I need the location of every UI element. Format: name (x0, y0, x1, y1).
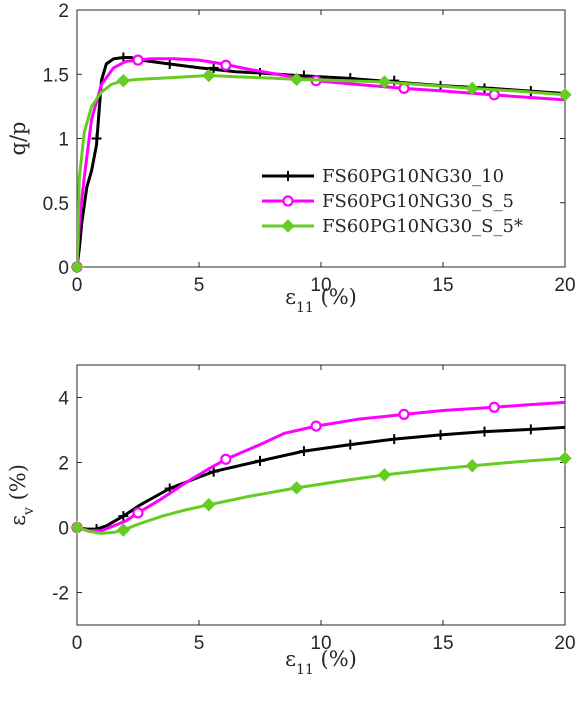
diamond-marker (202, 68, 216, 83)
x-tick-label: 20 (554, 275, 575, 296)
circle-marker (488, 89, 500, 101)
legend-label: FS60PG10NG30_S_5 (322, 191, 514, 212)
plus-marker (283, 171, 293, 181)
x-tick-label: 0 (72, 633, 83, 654)
diamond-marker (202, 498, 216, 512)
diamond-marker (289, 481, 304, 495)
diamond-marker (558, 451, 572, 465)
x-tick-label: 0 (72, 275, 83, 296)
circle-marker (132, 507, 144, 519)
circle-marker (132, 54, 144, 66)
circle-marker (488, 401, 500, 413)
plus-marker (118, 52, 129, 63)
plus-marker (479, 426, 490, 437)
y-tick-label: 0 (58, 519, 69, 540)
y-tick-label: 2 (58, 454, 69, 475)
series-line (77, 74, 565, 267)
series-markers-1 (71, 54, 500, 273)
legend-label: FS60PG10NG30_10 (322, 166, 504, 187)
series-markers-1 (71, 401, 500, 534)
series-line (77, 456, 565, 535)
diamond-marker (70, 260, 84, 274)
diamond-marker (116, 523, 131, 537)
series-line (77, 400, 565, 533)
plus-marker (389, 434, 400, 445)
x-tick-label: 5 (194, 633, 205, 654)
plus-marker (208, 62, 219, 73)
x-axis-label: ε11 (%) (285, 285, 357, 316)
series-2 (77, 74, 565, 267)
series-markers-0 (72, 52, 536, 272)
plus-marker (525, 424, 536, 435)
series-0 (77, 425, 565, 531)
bottom-chart-volumetric-strain: 0 5 10 15 20 -2 0 2 4 ε11 (%) εv (%) (6, 364, 576, 678)
top-chart-q-over-p: 0 5 10 15 20 0 0.5 1 1.5 2 ε11 (%) q/p FS60PG10NG30_… (6, 1, 576, 316)
y-tick-label: 1 (58, 130, 69, 151)
y-tick-label: 2 (58, 1, 69, 22)
series-line (77, 425, 565, 531)
circle-marker (310, 420, 322, 432)
series-1 (77, 57, 565, 267)
y-tick-label: -2 (52, 584, 69, 605)
y-axis-label: εv (%) (6, 464, 37, 526)
diamond-marker (377, 468, 392, 482)
circle-marker (398, 82, 410, 94)
x-tick-label: 20 (554, 633, 575, 654)
plus-marker (345, 439, 356, 450)
plus-marker (164, 58, 175, 69)
series-markers-2 (70, 451, 572, 537)
plus-marker (298, 446, 309, 457)
legend-label: FS60PG10NG30_S_5* (322, 216, 523, 237)
series-1 (77, 400, 565, 533)
diamond-marker (377, 75, 392, 89)
x-tick-label: 15 (432, 633, 453, 654)
plus-marker (118, 511, 129, 522)
y-tick-label: 0.5 (43, 194, 69, 215)
diamond-marker (70, 520, 84, 535)
plus-marker (208, 466, 219, 477)
x-tick-label: 15 (432, 275, 453, 296)
series-markers-2 (70, 68, 572, 274)
circle-marker (282, 195, 294, 207)
y-tick-label: 0 (58, 258, 69, 279)
plus-marker (91, 133, 102, 144)
diamond-marker (116, 73, 131, 88)
plus-marker (255, 455, 265, 466)
series-2 (77, 456, 565, 535)
y-tick-label: 4 (58, 389, 69, 410)
diamond-marker (465, 81, 479, 96)
x-tick-label: 5 (194, 275, 205, 296)
plus-marker (435, 429, 446, 440)
circle-marker (220, 59, 232, 71)
diamond-marker (281, 219, 295, 233)
x-axis-label: ε11 (%) (285, 647, 357, 678)
diamond-marker (289, 72, 304, 87)
diamond-marker (465, 459, 479, 473)
series-markers-0 (72, 424, 536, 535)
x-tick-label: 10 (310, 275, 331, 296)
y-tick-label: 1.5 (43, 65, 69, 86)
circle-marker (398, 408, 410, 420)
diamond-marker (558, 88, 572, 102)
circle-marker (220, 453, 232, 465)
legend: FS60PG10NG30_10 FS60PG10NG30_S_5 FS60PG10N… (262, 166, 523, 237)
y-axis-label: q/p (6, 122, 30, 156)
series-line (77, 57, 565, 267)
x-tick-label: 10 (310, 633, 331, 654)
